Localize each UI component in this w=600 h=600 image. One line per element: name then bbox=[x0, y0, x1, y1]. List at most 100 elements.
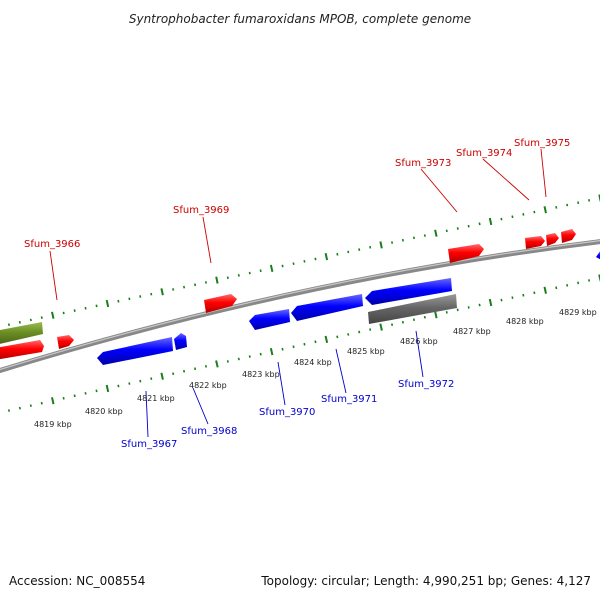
forward-tick-mark bbox=[445, 229, 448, 233]
gene-feature-sfum-3969[interactable] bbox=[204, 294, 237, 313]
forward-tick-mark bbox=[7, 323, 10, 326]
reverse-tick-mark bbox=[269, 347, 274, 356]
gene-feature-sfum-3974b[interactable] bbox=[546, 233, 559, 246]
reverse-tick-mark bbox=[139, 379, 142, 383]
forward-genes bbox=[0, 229, 576, 360]
reverse-tick-mark bbox=[391, 323, 394, 326]
leader-sfum-3966 bbox=[49, 250, 58, 301]
gene-feature-right-edge-reverse[interactable] bbox=[596, 250, 600, 262]
reverse-tick-mark bbox=[95, 389, 98, 393]
gene-feature-sfum-3971b[interactable] bbox=[365, 278, 452, 305]
leader-sfum-3973 bbox=[420, 168, 458, 213]
reverse-tick-mark bbox=[522, 293, 525, 297]
label-leaders bbox=[49, 148, 547, 438]
reverse-tick-mark bbox=[434, 311, 438, 319]
forward-tick-mark bbox=[522, 213, 525, 216]
reverse-tick-mark bbox=[456, 308, 459, 312]
forward-tick-mark bbox=[95, 304, 98, 308]
gene-feature-sfum-3975[interactable] bbox=[561, 229, 576, 243]
reverse-tick-mark bbox=[172, 372, 175, 376]
gene-feature-sfum-3971[interactable] bbox=[291, 294, 363, 321]
forward-tick-mark bbox=[336, 252, 339, 256]
gene-feature-sfum-3968[interactable] bbox=[174, 333, 187, 350]
forward-tick-mark bbox=[533, 210, 536, 214]
reverse-tick-mark bbox=[412, 318, 415, 322]
tick-label-4826: 4826 kbp bbox=[400, 337, 438, 346]
gene-label-sfum-3975[interactable]: Sfum_3975 bbox=[514, 138, 570, 149]
forward-tick-mark bbox=[456, 227, 459, 230]
gene-label-sfum-3966[interactable]: Sfum_3966 bbox=[24, 239, 80, 250]
reverse-tick-mark bbox=[488, 298, 493, 307]
forward-tick-mark bbox=[423, 234, 426, 237]
axis-tick-labels: 4819 kbp 4820 kbp 4821 kbp 4822 kbp 4823… bbox=[34, 308, 597, 429]
tick-label-4827: 4827 kbp bbox=[453, 327, 491, 336]
tick-label-4822: 4822 kbp bbox=[189, 381, 227, 390]
gene-label-sfum-3971[interactable]: Sfum_3971 bbox=[321, 394, 377, 405]
reverse-tick-mark bbox=[543, 286, 547, 294]
forward-tick-mark bbox=[62, 311, 65, 315]
gene-label-sfum-3969[interactable]: Sfum_3969 bbox=[173, 205, 229, 216]
leader-sfum-3974 bbox=[482, 158, 530, 201]
reverse-tick-mark bbox=[401, 320, 404, 324]
reverse-tick-mark bbox=[423, 315, 426, 319]
reverse-tick-mark bbox=[226, 360, 229, 363]
tick-label-4828: 4828 kbp bbox=[506, 317, 544, 326]
tick-label-4825: 4825 kbp bbox=[347, 347, 385, 356]
reverse-tick-mark bbox=[117, 384, 120, 388]
forward-tick-mark bbox=[412, 236, 415, 240]
gene-label-sfum-3973[interactable]: Sfum_3973 bbox=[395, 158, 451, 169]
forward-tick-mark bbox=[292, 262, 295, 265]
leader-sfum-3969 bbox=[202, 216, 212, 264]
forward-tick-mark bbox=[555, 206, 558, 209]
reverse-tick-mark bbox=[204, 365, 207, 368]
reverse-tick-mark bbox=[555, 286, 558, 290]
reverse-tick-mark bbox=[577, 281, 580, 285]
rna-feature-green[interactable] bbox=[0, 322, 43, 345]
gene-label-sfum-3972[interactable]: Sfum_3972 bbox=[398, 379, 454, 390]
reverse-tick-mark bbox=[478, 303, 481, 307]
reverse-tick-mark bbox=[292, 345, 295, 349]
forward-tick-mark bbox=[401, 238, 404, 242]
reverse-tick-mark bbox=[445, 311, 448, 314]
gene-feature-sfum-3970[interactable] bbox=[249, 309, 290, 330]
gene-labels: Sfum_3966 Sfum_3969 Sfum_3973 Sfum_3974 … bbox=[24, 138, 570, 450]
forward-tick-mark bbox=[379, 241, 383, 249]
forward-tick-mark bbox=[577, 201, 580, 205]
leader-sfum-3967 bbox=[145, 390, 149, 438]
forward-tick-mark bbox=[204, 281, 207, 284]
reverse-tick-mark bbox=[150, 377, 153, 380]
forward-tick-mark bbox=[467, 224, 470, 228]
forward-tick-mark bbox=[183, 285, 186, 289]
forward-tick-mark bbox=[237, 274, 240, 277]
reverse-tick-mark bbox=[51, 397, 55, 405]
reverse-tick-mark bbox=[533, 291, 536, 295]
gene-label-sfum-3967[interactable]: Sfum_3967 bbox=[121, 439, 177, 450]
gene-label-sfum-3970[interactable]: Sfum_3970 bbox=[259, 407, 315, 418]
forward-tick-mark bbox=[226, 276, 229, 280]
gene-label-sfum-3974[interactable]: Sfum_3974 bbox=[456, 148, 512, 159]
forward-tick-mark bbox=[543, 206, 547, 214]
other-features bbox=[0, 294, 457, 345]
reverse-tick-mark bbox=[18, 406, 21, 410]
reverse-tick-mark bbox=[566, 284, 569, 287]
tick-label-4820: 4820 kbp bbox=[85, 407, 123, 416]
gene-feature-sfum-3973[interactable] bbox=[448, 244, 484, 263]
forward-tick-mark bbox=[324, 252, 329, 261]
reverse-tick-mark bbox=[7, 409, 10, 412]
leader-sfum-3970 bbox=[277, 361, 286, 406]
reverse-tick-mark bbox=[73, 394, 76, 398]
reverse-tick-mark bbox=[105, 384, 110, 393]
gene-label-sfum-3968[interactable]: Sfum_3968 bbox=[181, 426, 237, 437]
gene-feature-sfum-3966-arrow[interactable] bbox=[57, 335, 74, 349]
forward-tick-mark bbox=[194, 283, 197, 287]
forward-tick-mark bbox=[566, 203, 569, 207]
gene-feature-sfum-3974[interactable] bbox=[525, 236, 545, 249]
gene-feature-sfum-3967[interactable] bbox=[97, 337, 173, 365]
feature-gray-sfum-3972[interactable] bbox=[368, 294, 457, 324]
reverse-tick-row bbox=[7, 274, 600, 412]
gene-feature-left-edge-forward[interactable] bbox=[0, 340, 44, 360]
reverse-tick-mark bbox=[500, 298, 503, 302]
reverse-tick-mark bbox=[183, 369, 186, 373]
reverse-tick-mark bbox=[29, 404, 32, 407]
